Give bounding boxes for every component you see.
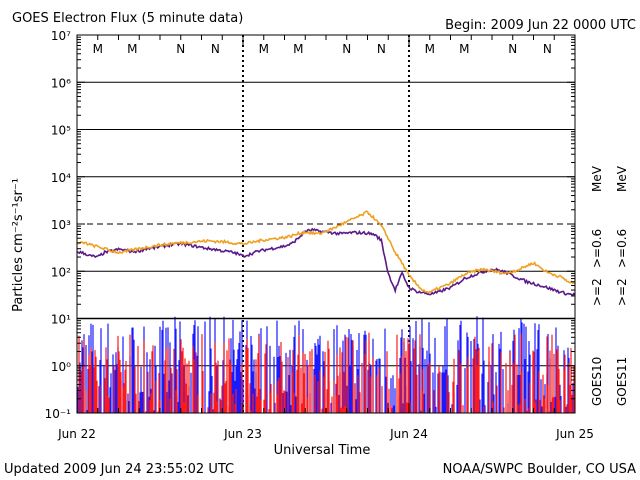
chart-title: GOES Electron Flux (5 minute data) (12, 11, 243, 26)
marker-label: M (93, 42, 103, 56)
y-tick-label: 10³ (51, 218, 71, 232)
marker-label: M (127, 42, 137, 56)
updated-label: Updated 2009 Jun 24 23:55:02 UTC (4, 462, 234, 477)
legend: >=2 >=0.6 MeV >=2 >=0.6 MeV GOES10 GOES11 (590, 165, 629, 406)
legend-goes10-2mev: >=2 (590, 278, 604, 306)
legend-goes10: GOES10 (590, 357, 604, 406)
legend-goes11: GOES11 (615, 357, 629, 406)
x-tick-label: Jun 23 (223, 427, 262, 441)
marker-label: N (508, 42, 517, 56)
marker-label: M (293, 42, 303, 56)
marker-label: M (259, 42, 269, 56)
legend-goes10-0.6mev: >=0.6 (590, 229, 604, 268)
y-tick-label: 10⁰ (51, 360, 71, 374)
marker-label: N (211, 42, 220, 56)
x-tick-label: Jun 25 (555, 427, 594, 441)
plot-frame (76, 34, 576, 414)
series-goes11-2mev (78, 332, 575, 413)
marker-label: N (377, 42, 386, 56)
y-tick-label: 10⁴ (51, 171, 71, 185)
y-tick-label: 10¹ (51, 313, 71, 327)
y-tick-label: 10⁵ (51, 124, 71, 138)
y-axis-label: Particles cm⁻²s⁻¹sr⁻¹ (11, 178, 26, 312)
marker-label: M (425, 42, 435, 56)
marker-label: M (459, 42, 469, 56)
y-tick-label: 10⁶ (51, 76, 71, 90)
x-axis-label: Universal Time (274, 443, 371, 458)
legend-goes11-0.6mev: >=0.6 (615, 229, 629, 268)
y-tick-label: 10⁷ (51, 29, 71, 43)
y-tick-label: 10² (51, 265, 71, 279)
y-tick-labels: 10⁻¹ 10⁰ 10¹ 10² 10³ 10⁴ 10⁵ 10⁶ 10⁷ (45, 29, 72, 421)
marker-label: N (342, 42, 351, 56)
noise-bars (78, 332, 575, 413)
y-tick-label: 10⁻¹ (45, 407, 72, 421)
legend-unit-mev: MeV (615, 165, 629, 192)
marker-label: N (176, 42, 185, 56)
marker-label: N (543, 42, 552, 56)
x-tick-label: Jun 24 (389, 427, 428, 441)
legend-goes11-2mev: >=2 (615, 278, 629, 306)
credit-label: NOAA/SWPC Boulder, CO USA (443, 462, 636, 477)
x-tick-label: Jun 22 (57, 427, 96, 441)
x-tick-labels: Jun 22 Jun 23 Jun 24 Jun 25 (57, 427, 594, 441)
legend-unit-mev: MeV (590, 165, 604, 192)
begin-label: Begin: 2009 Jun 22 0000 UTC (445, 18, 636, 33)
series-goes10-0.6mev (76, 227, 576, 297)
series-goes11-0.6mev (76, 210, 576, 294)
series-line-group (76, 210, 576, 297)
series-noise-group (77, 316, 575, 413)
